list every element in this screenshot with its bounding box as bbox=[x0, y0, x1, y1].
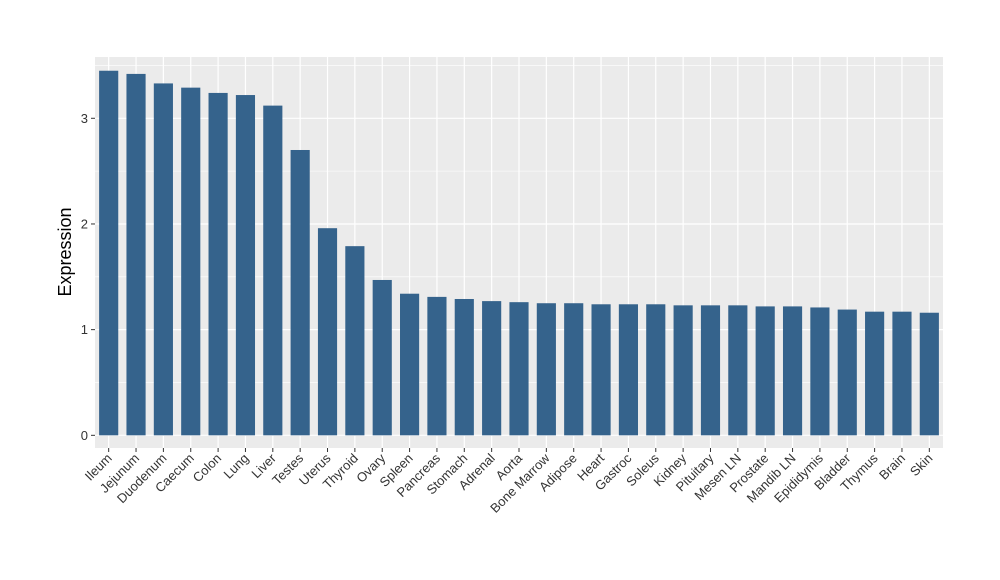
bar-bladder bbox=[837, 309, 857, 436]
x-tick-label: Skin bbox=[907, 451, 935, 479]
bar-prostate bbox=[755, 306, 775, 436]
bar-lung bbox=[235, 95, 256, 436]
bar-testes bbox=[290, 149, 310, 436]
bar-uterus bbox=[317, 228, 338, 436]
x-tick-label: Lung bbox=[221, 451, 252, 482]
bar-adipose bbox=[564, 303, 584, 436]
y-tick-label: 2 bbox=[81, 216, 88, 231]
bar-mandib-ln bbox=[782, 306, 803, 436]
x-tick-label: Colon bbox=[190, 451, 225, 486]
x-tick-label: Brain bbox=[876, 451, 908, 483]
bar-ovary bbox=[372, 279, 392, 436]
bar-stomach bbox=[454, 298, 474, 436]
bar-bone-marrow bbox=[536, 303, 556, 436]
bar-epididymis bbox=[810, 307, 830, 436]
bar-pancreas bbox=[427, 296, 447, 436]
y-tick-label: 1 bbox=[81, 322, 88, 337]
bar-liver bbox=[263, 105, 283, 436]
x-axis: IleumJejunumDuodenumCaecumColonLungLiver… bbox=[82, 448, 935, 516]
bar-skin bbox=[919, 312, 939, 436]
bar-pituitary bbox=[700, 305, 721, 436]
bar-heart bbox=[591, 304, 611, 436]
bar-mesen-ln bbox=[728, 305, 748, 436]
bar-caecum bbox=[181, 87, 201, 436]
bar-aorta bbox=[509, 302, 529, 436]
bar-soleus bbox=[646, 304, 666, 436]
y-axis: 0 1 2 3 bbox=[81, 111, 95, 443]
bar-adrenal bbox=[482, 301, 502, 436]
bar-spleen bbox=[400, 293, 420, 436]
y-tick-label: 3 bbox=[81, 111, 88, 126]
bar-colon bbox=[208, 92, 228, 436]
bar-duodenum bbox=[153, 83, 173, 436]
bar-kidney bbox=[673, 305, 693, 436]
bar-jejunum bbox=[126, 73, 146, 436]
bars bbox=[99, 70, 939, 436]
bar-ileum bbox=[99, 70, 119, 436]
bar-brain bbox=[892, 311, 912, 436]
y-tick-label: 0 bbox=[81, 428, 88, 443]
y-axis-title: Expression bbox=[55, 207, 75, 296]
bar-thyroid bbox=[345, 246, 365, 436]
bar-gastroc bbox=[618, 304, 638, 436]
bar-thymus bbox=[865, 311, 885, 436]
